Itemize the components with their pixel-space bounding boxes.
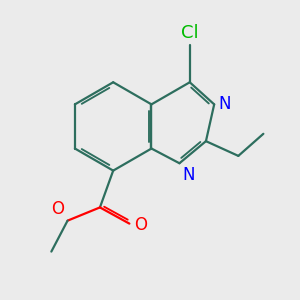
Text: O: O (134, 216, 147, 234)
Text: N: N (219, 95, 231, 113)
Text: O: O (52, 200, 64, 218)
Text: N: N (182, 166, 195, 184)
Text: Cl: Cl (181, 24, 199, 42)
